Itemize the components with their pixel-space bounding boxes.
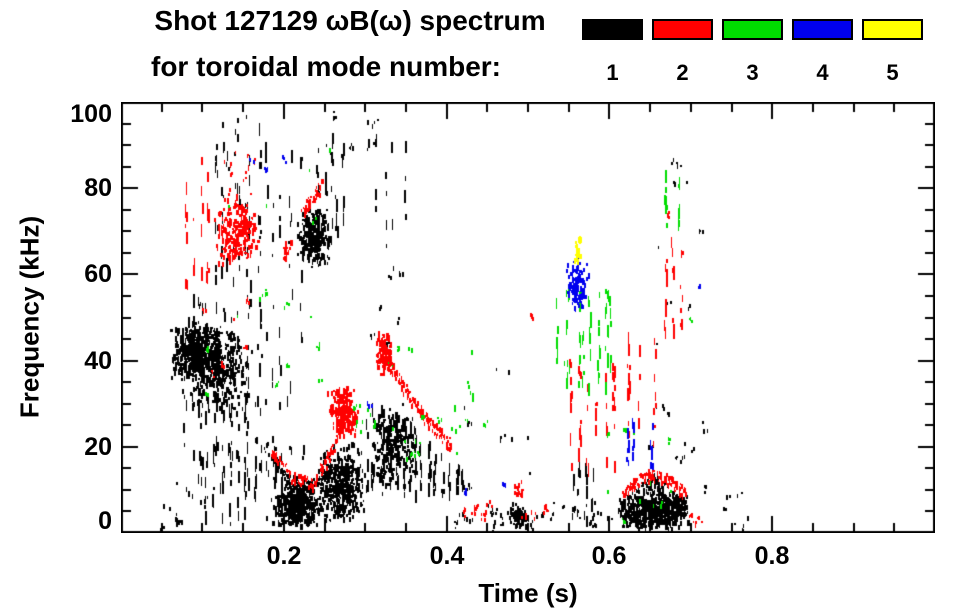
figure-title-line2: for toroidal mode number: <box>151 51 501 82</box>
y-tick-label: 100 <box>70 100 112 128</box>
legend-label: 5 <box>886 60 899 85</box>
legend-item: 2 <box>652 19 713 85</box>
legend-label: 1 <box>606 60 619 85</box>
legend-item: 4 <box>792 19 853 85</box>
x-axis-title: Time (s) <box>478 578 578 608</box>
x-tick-label: 0.6 <box>591 542 627 570</box>
y-tick-labels: 0 20 40 60 80 100 <box>0 0 112 615</box>
legend-item: 5 <box>862 19 923 85</box>
y-tick-label: 40 <box>84 347 112 375</box>
x-tick-label: 0.4 <box>429 542 465 570</box>
x-tick-label: 0.8 <box>754 542 790 570</box>
plot-canvas <box>121 102 935 533</box>
x-tick-label: 0.2 <box>266 542 302 570</box>
legend-swatch-mode-2 <box>652 19 713 40</box>
legend-item: 1 <box>582 19 643 85</box>
legend-label: 4 <box>816 60 829 85</box>
legend-label: 3 <box>746 60 759 85</box>
figure-title-line1: Shot 127129 ωB(ω) spectrum <box>154 5 546 36</box>
y-tick-label: 60 <box>84 260 112 288</box>
legend-label: 2 <box>676 60 689 85</box>
y-tick-label: 20 <box>84 433 112 461</box>
legend-swatch-mode-5 <box>862 19 923 40</box>
y-tick-label: 80 <box>84 174 112 202</box>
legend-item: 3 <box>722 19 783 85</box>
legend-swatch-mode-4 <box>792 19 853 40</box>
legend-swatch-mode-1 <box>582 19 643 40</box>
y-tick-label: 0 <box>98 507 112 535</box>
legend-swatch-mode-3 <box>722 19 783 40</box>
legend: 1 2 3 4 5 <box>582 19 923 85</box>
